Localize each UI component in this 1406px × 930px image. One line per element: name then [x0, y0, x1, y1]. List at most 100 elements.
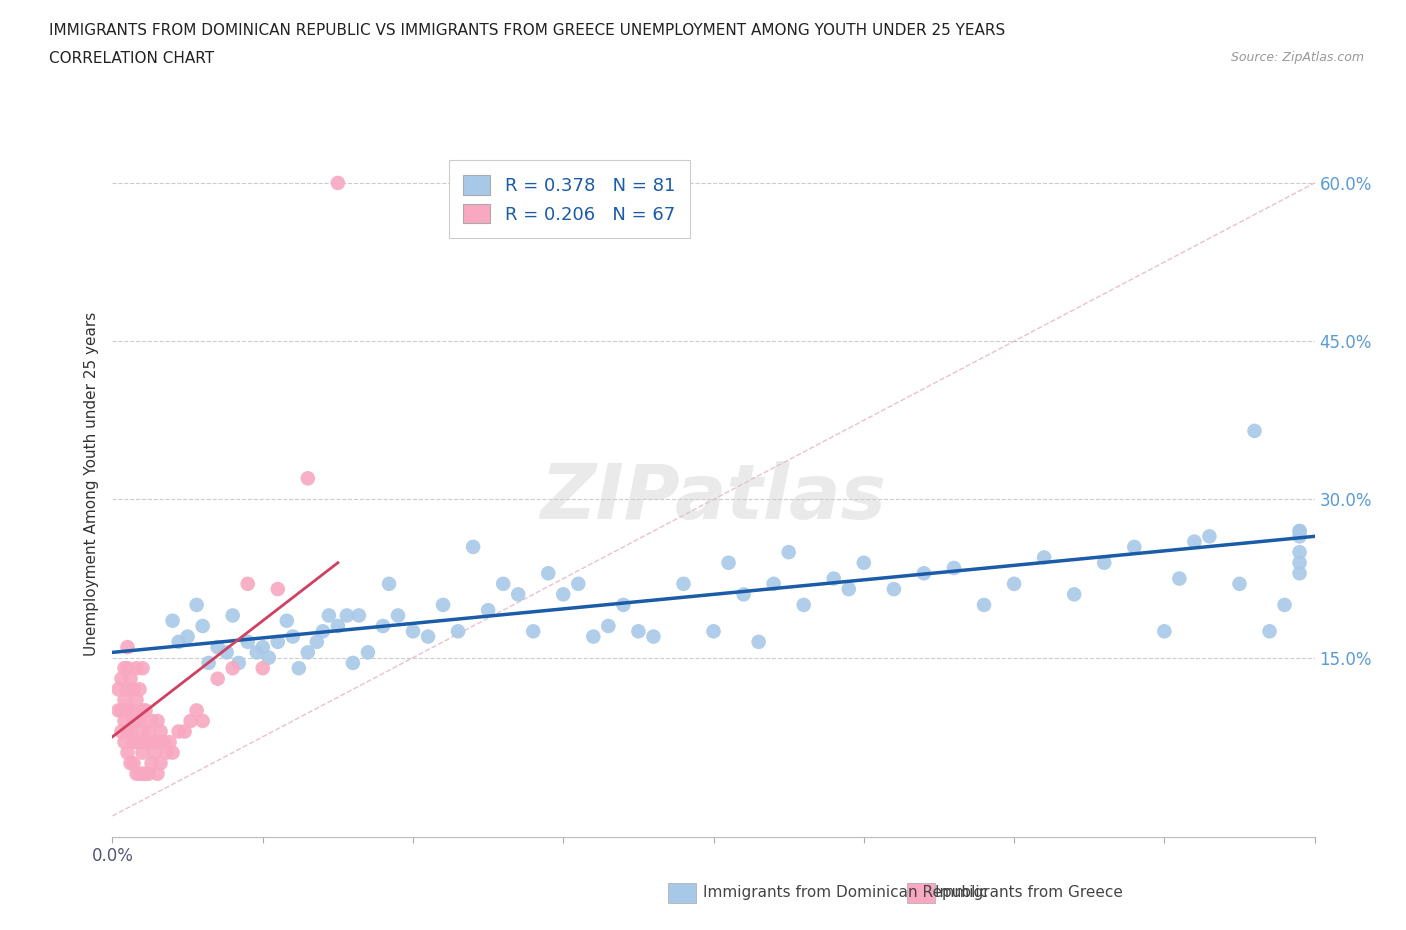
Point — [149, 724, 172, 739]
Point — [114, 735, 136, 750]
Point — [131, 661, 153, 676]
Point — [748, 634, 770, 649]
Point — [1092, 555, 1115, 570]
Point — [186, 703, 208, 718]
Point — [342, 656, 364, 671]
Point — [402, 624, 425, 639]
Point — [114, 713, 136, 728]
Point — [131, 745, 153, 760]
Point — [477, 603, 499, 618]
Point — [135, 766, 157, 781]
Point — [120, 724, 142, 739]
Point — [128, 682, 150, 697]
Point — [1168, 571, 1191, 586]
Point — [146, 735, 169, 750]
Point — [207, 640, 229, 655]
Point — [318, 608, 340, 623]
Point — [207, 671, 229, 686]
Point — [128, 735, 150, 750]
Point — [852, 555, 875, 570]
Point — [297, 644, 319, 659]
Point — [823, 571, 845, 586]
Point — [312, 624, 335, 639]
Point — [702, 624, 725, 639]
Legend: R = 0.378   N = 81, R = 0.206   N = 67: R = 0.378 N = 81, R = 0.206 N = 67 — [449, 161, 690, 238]
Point — [222, 608, 245, 623]
Point — [717, 555, 740, 570]
Point — [267, 581, 290, 596]
Point — [1258, 624, 1281, 639]
Point — [117, 661, 139, 676]
Point — [838, 581, 860, 596]
Point — [128, 766, 150, 781]
Point — [141, 735, 163, 750]
Point — [117, 640, 139, 655]
Point — [288, 661, 311, 676]
Point — [128, 713, 150, 728]
Point — [236, 634, 259, 649]
Point — [110, 703, 132, 718]
Point — [1288, 524, 1310, 538]
Point — [117, 745, 139, 760]
Point — [326, 176, 349, 191]
Point — [173, 724, 195, 739]
Point — [778, 545, 800, 560]
Point — [159, 735, 181, 750]
Point — [267, 634, 290, 649]
Point — [942, 561, 965, 576]
Point — [191, 713, 214, 728]
Point — [252, 661, 274, 676]
Point — [180, 713, 202, 728]
Point — [246, 644, 269, 659]
Point — [553, 587, 575, 602]
Point — [1229, 577, 1251, 591]
Point — [378, 577, 401, 591]
Point — [110, 671, 132, 686]
Point — [762, 577, 785, 591]
Point — [733, 587, 755, 602]
Point — [1288, 524, 1310, 538]
Point — [1288, 529, 1310, 544]
Point — [143, 745, 166, 760]
Point — [252, 640, 274, 655]
Point — [125, 766, 148, 781]
Text: Source: ZipAtlas.com: Source: ZipAtlas.com — [1230, 51, 1364, 64]
Point — [125, 693, 148, 708]
Point — [107, 703, 129, 718]
Point — [508, 587, 530, 602]
Point — [281, 629, 304, 644]
Point — [131, 766, 153, 781]
Point — [191, 618, 214, 633]
Point — [135, 703, 157, 718]
Point — [236, 577, 259, 591]
Point — [152, 735, 174, 750]
Point — [146, 766, 169, 781]
Point — [149, 756, 172, 771]
Text: Immigrants from Greece: Immigrants from Greece — [935, 885, 1123, 900]
Point — [257, 650, 280, 665]
Point — [117, 703, 139, 718]
Point — [110, 724, 132, 739]
Point — [492, 577, 515, 591]
Point — [1002, 577, 1025, 591]
Point — [973, 597, 995, 612]
Point — [276, 613, 298, 628]
Point — [326, 618, 349, 633]
Point — [537, 565, 560, 580]
Point — [120, 756, 142, 771]
Point — [122, 713, 145, 728]
Point — [176, 629, 198, 644]
Point — [135, 735, 157, 750]
FancyBboxPatch shape — [907, 883, 935, 903]
Point — [131, 703, 153, 718]
Point — [138, 724, 160, 739]
Point — [432, 597, 454, 612]
Point — [347, 608, 370, 623]
Point — [117, 724, 139, 739]
Point — [186, 597, 208, 612]
Point — [125, 661, 148, 676]
Y-axis label: Unemployment Among Youth under 25 years: Unemployment Among Youth under 25 years — [83, 312, 98, 656]
Point — [461, 539, 484, 554]
Point — [1033, 550, 1056, 565]
Text: CORRELATION CHART: CORRELATION CHART — [49, 51, 214, 66]
